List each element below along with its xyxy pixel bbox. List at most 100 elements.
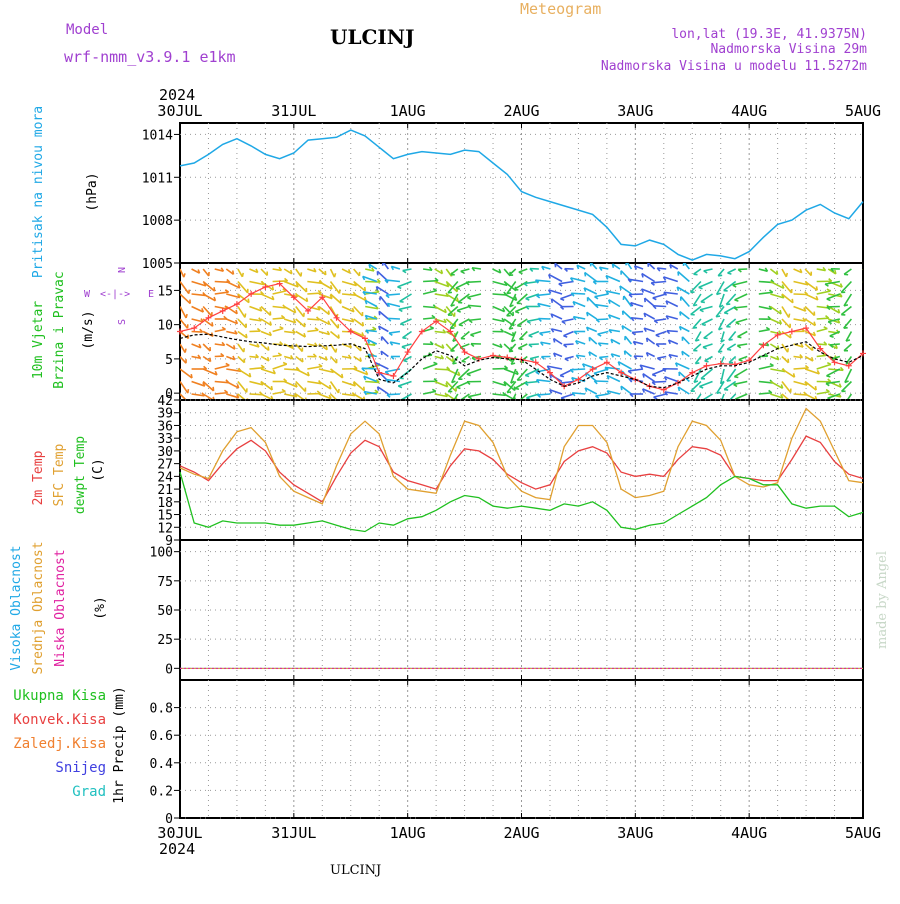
wind-barb [234, 345, 235, 349]
wind-barb [738, 337, 742, 338]
wind-barb [571, 293, 585, 294]
wind-barb [291, 270, 292, 274]
wind-barb [319, 364, 322, 366]
wind-barb [702, 324, 706, 325]
wind-barb [805, 269, 811, 276]
temp-unit: (C) [91, 458, 106, 481]
wind-barb [398, 282, 412, 287]
wind-barb [780, 310, 781, 314]
wind-barb [238, 382, 247, 393]
wind-barb [319, 382, 331, 389]
wind-barb [282, 389, 285, 391]
time-tick-top: 4AUG [731, 102, 767, 120]
wind-barb [430, 327, 434, 329]
elevation-label: Nadmorska Visina 29m [710, 42, 867, 57]
temp-ylabel-3: dewpt Temp [73, 436, 88, 514]
wind-barb [645, 298, 646, 302]
wind-barb [678, 387, 679, 391]
wind-barb [527, 319, 539, 321]
wind-barb [694, 274, 698, 275]
wind-barb [180, 294, 190, 304]
wind-barb [652, 375, 656, 376]
gust-marker [789, 329, 795, 335]
wind-barb [805, 307, 814, 316]
wind-barb [863, 319, 874, 325]
wind-barb [459, 325, 463, 326]
wind-barb [693, 344, 701, 351]
wind-barb [759, 330, 770, 332]
wind-barb [875, 285, 876, 289]
wind-barb [782, 307, 789, 318]
wind-barb [432, 389, 435, 391]
wind-barb [560, 376, 564, 377]
wind-barb [727, 380, 731, 381]
wind-barb [507, 282, 516, 294]
time-tick-bottom: 31JUL [271, 824, 316, 842]
wind-barb [330, 394, 339, 403]
wind-barb [402, 347, 406, 349]
wind-barb [203, 269, 209, 276]
wind-barb [273, 355, 282, 356]
time-tick-bottom: 5AUG [845, 824, 881, 842]
wind-barb [844, 305, 848, 306]
wind-barb [863, 344, 871, 350]
wind-barb [695, 363, 699, 364]
wind-barb [330, 382, 338, 393]
wind-barb [261, 382, 272, 390]
wind-barb [719, 404, 723, 406]
wind-barb [423, 318, 435, 319]
wind-barb [841, 282, 851, 293]
wind-barb [724, 313, 728, 314]
wind-barb [770, 364, 773, 366]
wind-barb [434, 362, 438, 364]
wind-barb [643, 374, 644, 378]
precip-legend-item: Grad [72, 784, 106, 800]
wind-barb [379, 311, 388, 319]
wind-barb [400, 301, 404, 302]
wind-barb [652, 382, 666, 383]
wind-barb [403, 269, 412, 271]
wind-barb [319, 307, 329, 315]
wind-barb [398, 382, 411, 387]
wind-barb [875, 369, 877, 372]
wind-barb [330, 385, 331, 389]
wind-barb [782, 269, 786, 277]
wind-barb [403, 338, 407, 339]
gust-marker [390, 373, 396, 379]
time-tick-bottom: 2AUG [503, 824, 539, 842]
wind-barb [841, 307, 851, 315]
wind-barb [334, 273, 335, 277]
wind-barb [238, 319, 246, 328]
wind-barb [246, 334, 247, 338]
wind-barb [622, 326, 623, 330]
time-tick-top: 3AUG [617, 102, 653, 120]
wind-barb [693, 305, 697, 306]
wind-barb [249, 394, 262, 395]
wind-barb [736, 323, 740, 325]
wind-barb [653, 298, 657, 300]
y-tick-label: 1011 [142, 171, 173, 186]
model-name: wrf-nmm_v3.9.1 e1km [64, 48, 236, 66]
wind-barb [632, 332, 643, 333]
wind-barb [863, 382, 875, 390]
wind-barb [827, 299, 831, 300]
wind-barb [565, 357, 574, 359]
wind-barb [192, 332, 203, 333]
wind-barb [828, 369, 843, 370]
wind-barb [377, 287, 378, 291]
wind-barb [296, 319, 305, 327]
wind-barb [423, 291, 437, 294]
wind-barb [399, 307, 412, 310]
wind-barb [817, 329, 828, 332]
wind-barb [400, 294, 412, 301]
wind-barb [828, 322, 831, 324]
wind-barb [863, 332, 874, 335]
wind-barb [621, 386, 622, 390]
wind-barb [307, 298, 308, 302]
precip-legend-item: Konvek.Kisa [13, 712, 106, 728]
pressure-unit: (hPa) [85, 172, 100, 211]
